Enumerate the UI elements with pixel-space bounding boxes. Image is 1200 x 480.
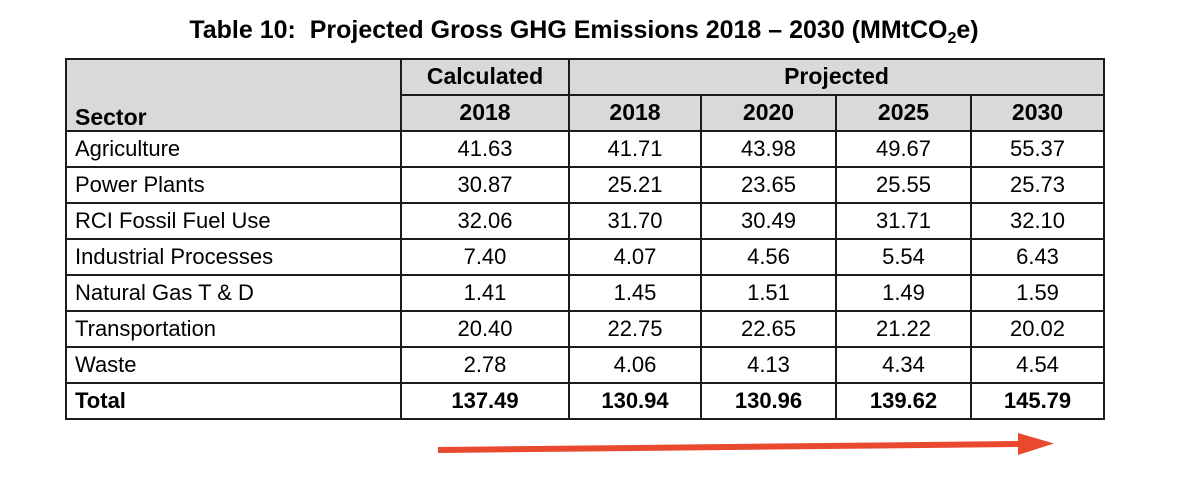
table-row-agriculture: Agriculture 41.63 41.71 43.98 49.67 55.3… <box>65 130 1106 168</box>
header-row-years: 2018 2018 2020 2025 2030 <box>66 94 1106 132</box>
arrow-head <box>1018 433 1054 455</box>
total-value-cell: 145.79 <box>969 382 1106 420</box>
value-cell: 25.55 <box>835 166 972 204</box>
value-cell: 25.73 <box>969 166 1106 204</box>
sector-cell: Industrial Processes <box>65 238 402 276</box>
value-cell: 41.71 <box>568 130 702 168</box>
column-header-projected-2020: 2020 <box>700 94 837 132</box>
sector-cell: Power Plants <box>65 166 402 204</box>
value-cell: 7.40 <box>400 238 570 276</box>
column-header-projected-2030: 2030 <box>969 94 1106 132</box>
value-cell: 1.51 <box>700 274 837 312</box>
value-cell: 5.54 <box>835 238 972 276</box>
column-header-sector: Sector <box>65 58 402 132</box>
value-cell: 6.43 <box>969 238 1106 276</box>
value-cell: 4.56 <box>700 238 837 276</box>
value-cell: 22.75 <box>568 310 702 348</box>
value-cell: 4.13 <box>700 346 837 384</box>
column-header-projected-2018: 2018 <box>568 94 702 132</box>
table-row-natural-gas: Natural Gas T & D 1.41 1.45 1.51 1.49 1.… <box>65 274 1106 312</box>
column-group-calculated: Calculated <box>400 58 570 96</box>
sector-cell: RCI Fossil Fuel Use <box>65 202 402 240</box>
value-cell: 22.65 <box>700 310 837 348</box>
value-cell: 23.65 <box>700 166 837 204</box>
column-header-projected-2025: 2025 <box>835 94 972 132</box>
header-row-groups: Sector Calculated Projected <box>65 58 1106 132</box>
table-row-total: Total 137.49 130.94 130.96 139.62 145.79 <box>65 382 1106 420</box>
value-cell: 32.10 <box>969 202 1106 240</box>
total-label-cell: Total <box>65 382 402 420</box>
value-cell: 30.49 <box>700 202 837 240</box>
trend-arrow <box>430 430 1060 464</box>
value-cell: 4.54 <box>969 346 1106 384</box>
value-cell: 20.02 <box>969 310 1106 348</box>
table-title-subscript: 2 <box>947 30 957 47</box>
value-cell: 20.40 <box>400 310 570 348</box>
value-cell: 30.87 <box>400 166 570 204</box>
value-cell: 32.06 <box>400 202 570 240</box>
table-title-text: Table 10: Projected Gross GHG Emissions … <box>189 16 948 44</box>
value-cell: 4.06 <box>568 346 702 384</box>
table-row-industrial-processes: Industrial Processes 7.40 4.07 4.56 5.54… <box>65 238 1106 276</box>
table-row-power-plants: Power Plants 30.87 25.21 23.65 25.55 25.… <box>65 166 1106 204</box>
sector-cell: Agriculture <box>65 130 402 168</box>
value-cell: 21.22 <box>835 310 972 348</box>
value-cell: 2.78 <box>400 346 570 384</box>
ghg-emissions-table: Sector Calculated Projected 2018 2018 20… <box>65 58 1106 420</box>
value-cell: 1.49 <box>835 274 972 312</box>
table-row-transportation: Transportation 20.40 22.75 22.65 21.22 2… <box>65 310 1106 348</box>
value-cell: 55.37 <box>969 130 1106 168</box>
value-cell: 4.34 <box>835 346 972 384</box>
value-cell: 1.59 <box>969 274 1106 312</box>
total-value-cell: 130.96 <box>700 382 837 420</box>
value-cell: 31.70 <box>568 202 702 240</box>
value-cell: 41.63 <box>400 130 570 168</box>
table-row-rci-fossil-fuel: RCI Fossil Fuel Use 32.06 31.70 30.49 31… <box>65 202 1106 240</box>
column-group-projected: Projected <box>567 58 1106 96</box>
sector-cell: Waste <box>65 346 402 384</box>
sector-cell: Natural Gas T & D <box>65 274 402 312</box>
column-header-calculated-2018: 2018 <box>400 94 570 132</box>
table-row-waste: Waste 2.78 4.06 4.13 4.34 4.54 <box>65 346 1106 384</box>
table-title-suffix: e) <box>956 16 979 44</box>
value-cell: 4.07 <box>568 238 702 276</box>
total-value-cell: 137.49 <box>400 382 570 420</box>
sector-cell: Transportation <box>65 310 402 348</box>
total-value-cell: 139.62 <box>835 382 972 420</box>
value-cell: 1.41 <box>400 274 570 312</box>
value-cell: 49.67 <box>835 130 972 168</box>
value-cell: 43.98 <box>700 130 837 168</box>
total-value-cell: 130.94 <box>568 382 702 420</box>
arrow-shaft <box>437 441 1023 453</box>
value-cell: 25.21 <box>568 166 702 204</box>
value-cell: 31.71 <box>835 202 972 240</box>
right-arrow-icon <box>437 433 1054 455</box>
value-cell: 1.45 <box>568 274 702 312</box>
table-title: Table 10: Projected Gross GHG Emissions … <box>65 16 1103 47</box>
